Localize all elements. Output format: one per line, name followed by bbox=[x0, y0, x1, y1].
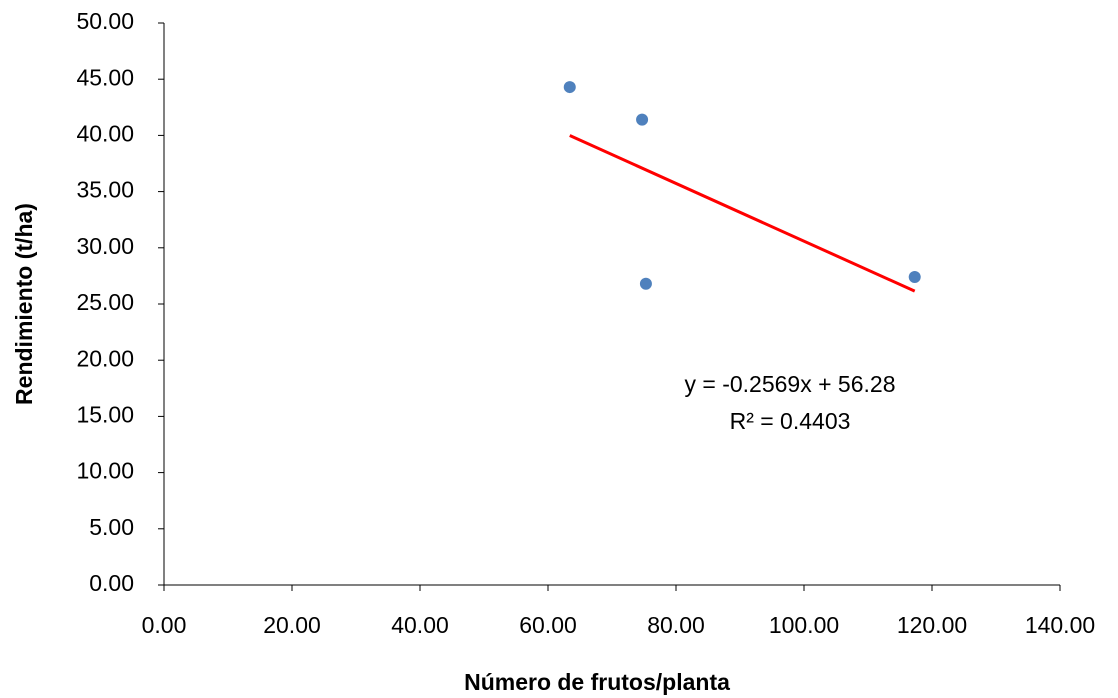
y-tick-label: 15.00 bbox=[76, 401, 134, 427]
x-tick-label: 60.00 bbox=[519, 612, 577, 638]
trendline-equation: y = -0.2569x + 56.28 bbox=[685, 371, 896, 397]
x-tick-label: 40.00 bbox=[391, 612, 449, 638]
point bbox=[563, 81, 576, 94]
y-axis-label: Rendimiento (t/ha) bbox=[11, 203, 37, 405]
y-tick-label: 5.00 bbox=[89, 514, 134, 540]
y-tick-label: 30.00 bbox=[76, 233, 134, 259]
y-tick-label: 35.00 bbox=[76, 177, 134, 203]
y-tick-label: 10.00 bbox=[76, 458, 134, 484]
x-tick-label: 20.00 bbox=[263, 612, 321, 638]
x-tick-label: 140.00 bbox=[1025, 612, 1095, 638]
x-tick-label: 100.00 bbox=[769, 612, 839, 638]
x-tick-label: 120.00 bbox=[897, 612, 967, 638]
point bbox=[639, 277, 652, 290]
x-axis-label: Número de frutos/planta bbox=[464, 669, 730, 695]
trendline bbox=[569, 134, 916, 293]
x-tick-label: 80.00 bbox=[647, 612, 705, 638]
y-tick-label: 45.00 bbox=[76, 64, 134, 90]
x-tick-label: 0.00 bbox=[142, 612, 187, 638]
point bbox=[636, 113, 649, 126]
trendline-r-squared: R² = 0.4403 bbox=[730, 408, 851, 434]
point bbox=[908, 271, 921, 284]
y-tick-label: 25.00 bbox=[76, 289, 134, 315]
y-tick-label: 20.00 bbox=[76, 345, 134, 371]
y-tick-label: 50.00 bbox=[76, 8, 134, 34]
y-tick-label: 0.00 bbox=[89, 570, 134, 596]
y-tick-label: 40.00 bbox=[76, 120, 134, 146]
